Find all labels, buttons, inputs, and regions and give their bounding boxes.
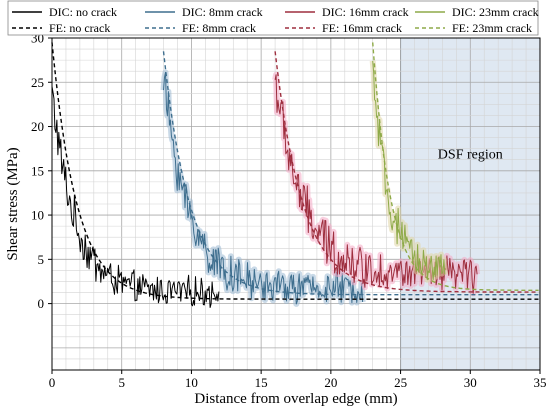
series-line-dic-no-crack [51, 86, 220, 308]
x-tick-label: 25 [394, 375, 407, 390]
x-tick-label: 10 [185, 375, 198, 390]
plot-border [51, 37, 541, 371]
legend-label: DIC: no crack [49, 5, 117, 19]
legend-label: DIC: 8mm crack [182, 5, 263, 19]
x-tick-label: 5 [118, 375, 125, 390]
x-tick-label: 35 [534, 375, 547, 390]
series-line-fe-no-crack [51, 42, 539, 300]
y-tick-label: 25 [31, 75, 44, 90]
series-line-dic-8mm-crack [163, 71, 364, 305]
x-tick-label: 20 [324, 375, 337, 390]
x-axis-label: Distance from overlap edge (mm) [194, 391, 397, 407]
y-tick-label: 20 [31, 119, 44, 134]
x-tick-label: 30 [464, 375, 477, 390]
legend-label: FE: no crack [49, 21, 110, 35]
legend-label: DIC: 16mm crack [322, 5, 409, 19]
legend-label: FE: 16mm crack [322, 21, 402, 35]
legend-label: DIC: 23mm crack [452, 5, 539, 19]
x-tick-label: 15 [255, 375, 268, 390]
y-tick-label: 5 [38, 252, 45, 267]
legend-box [7, 0, 539, 36]
series-line-fe-16mm-crack [274, 51, 539, 293]
plot-frame [51, 37, 541, 371]
legend-label: FE: 23mm crack [452, 21, 532, 35]
y-tick-label: 15 [31, 163, 44, 178]
y-axis-label: Shear stress (MPa) [5, 147, 21, 260]
series-line-dic-23mm-crack [372, 60, 446, 281]
series-line-fe-8mm-crack [162, 51, 539, 296]
y-tick-label: 0 [38, 296, 45, 311]
x-tick-label: 0 [49, 375, 56, 390]
y-tick-label: 10 [31, 208, 44, 223]
legend-label: FE: 8mm crack [182, 21, 256, 35]
series-layer [51, 42, 539, 308]
series-line-fe-23mm-crack [372, 42, 539, 291]
dsf-region-label: DSF region [438, 147, 503, 162]
legend: DIC: no crack DIC: 8mm crack DIC: 16mm cra… [7, 0, 539, 36]
x-axis-ticks: 0 5 10 15 20 25 30 35 [49, 370, 547, 390]
